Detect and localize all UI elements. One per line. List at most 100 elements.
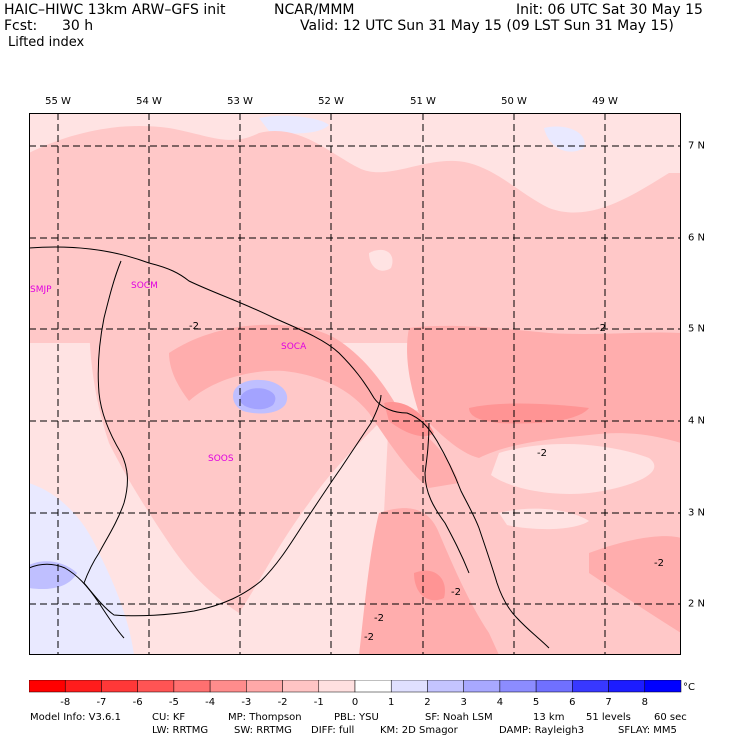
colorbar-swatch <box>318 680 356 693</box>
footer-diff: DIFF: full <box>311 725 355 736</box>
contour-label-center-east: -2 <box>537 448 547 459</box>
contour-label-lower-center: -2 <box>451 587 461 598</box>
contour-label-se: -2 <box>654 558 664 569</box>
colorbar-unit: °C <box>683 682 695 693</box>
colorbar-tick-label: 4 <box>497 697 503 708</box>
footer-resolution: 13 km <box>533 712 565 723</box>
footer-sw: SW: RRTMG <box>234 725 292 736</box>
footer-sflay: SFLAY: MM5 <box>618 725 677 736</box>
field-pale-blue-west <box>29 483 134 655</box>
field-pale-pink-north-pocket <box>369 249 393 271</box>
lat-label-2n: 2 N <box>688 598 706 610</box>
colorbar-swatch <box>173 680 211 693</box>
colorbar-tick-label: -6 <box>133 697 143 708</box>
colorbar-swatch <box>101 680 138 693</box>
lon-label-49w: 49 W <box>592 96 618 107</box>
lat-label-4n: 4 N <box>688 415 706 427</box>
french-guiana-brazil-border <box>370 394 382 424</box>
contour-label-ne: -2 <box>596 323 606 334</box>
colorbar-swatch <box>644 680 682 693</box>
field-light-pink-north <box>29 125 681 343</box>
field-pink-strong-coast <box>384 402 434 437</box>
init-time: Init: 06 UTC Sat 30 May 15 <box>516 2 703 18</box>
colorbar-swatch <box>209 680 247 693</box>
footer-lw: LW: RRTMG <box>152 725 209 736</box>
valid-time: Valid: 12 UTC Sun 31 May 15 (09 LST Sun … <box>300 18 674 34</box>
field-pink-strong-south <box>414 570 445 601</box>
colorbar-tick-label: 3 <box>460 697 466 708</box>
colorbar-swatch <box>64 680 102 693</box>
colorbar-swatch <box>572 680 609 693</box>
colorbar-tick-label: 8 <box>642 697 648 708</box>
colorbar-tick-label: 2 <box>424 697 430 708</box>
colorbar-swatch <box>137 680 175 693</box>
contour-label-west: -2 <box>189 321 199 332</box>
colorbar-tick-label: -5 <box>169 697 179 708</box>
field-medium-blue-core <box>240 388 276 410</box>
contour-label-south-2: -2 <box>364 632 374 643</box>
colorbar-tick-label: 5 <box>533 697 539 708</box>
footer-km: KM: 2D Smagor <box>380 725 458 736</box>
lon-label-53w: 53 W <box>227 96 253 107</box>
colorbar-swatch <box>535 680 573 693</box>
footer-cu: CU: KF <box>152 712 186 723</box>
colorbar-swatch <box>29 680 66 693</box>
colorbar-tick-label: 7 <box>605 697 611 708</box>
lat-label-7n: 7 N <box>688 140 706 152</box>
colorbar-tick-label: 0 <box>352 697 358 708</box>
station-label-soos: SOOS <box>208 454 234 464</box>
footer-levels: 51 levels <box>586 712 631 723</box>
western-border <box>29 563 125 639</box>
colorbar-tick-label: -8 <box>60 697 70 708</box>
field-pale-pink-se-pocket <box>499 508 589 530</box>
amapa-inner-border <box>424 422 470 574</box>
coastline <box>29 246 550 649</box>
map-frame <box>29 113 681 655</box>
institution-label: NCAR/MMM <box>274 2 355 18</box>
lat-label-6n: 6 N <box>688 232 706 244</box>
lon-label-55w: 55 W <box>45 96 71 107</box>
footer-damp: DAMP: Rayleigh3 <box>499 725 585 736</box>
footer-model-info: Model Info: V3.6.1 <box>30 712 121 723</box>
graticule <box>29 113 681 655</box>
footer-mp: MP: Thompson <box>228 712 302 723</box>
model-title: HAIC–HIWC 13km ARW–GFS init <box>4 2 226 18</box>
field-name: Lifted index <box>8 35 85 50</box>
lon-label-51w: 51 W <box>410 96 436 107</box>
colorbar-tick-label: 1 <box>388 697 394 708</box>
colorbar-tick-label: -3 <box>241 697 251 708</box>
field-pink-se <box>589 536 681 633</box>
colorbar-swatch <box>608 680 646 693</box>
colorbar-tick-label: -2 <box>278 697 288 708</box>
forecast-hour: 30 h <box>62 18 94 34</box>
colorbar-swatch <box>354 680 392 693</box>
field-pink-strong-east <box>469 403 589 424</box>
station-label-socm: SOCM <box>131 281 158 291</box>
colorbar-swatch <box>427 680 464 693</box>
field-pink-coast <box>169 324 459 488</box>
footer-timestep: 60 sec <box>654 712 687 723</box>
political-borders <box>29 246 550 649</box>
lat-label-5n: 5 N <box>688 323 706 335</box>
field-pale-pink-east-pocket <box>491 443 655 494</box>
contour-label-south: -2 <box>374 613 384 624</box>
colorbar-swatch <box>390 680 428 693</box>
lon-label-50w: 50 W <box>501 96 527 107</box>
colorbar-tick-label: -4 <box>205 697 215 708</box>
colorbar-tick-label: -7 <box>96 697 106 708</box>
field-pale-blue-ne <box>544 126 585 152</box>
colorbar: -8 -7 -6 -5 -4 -3 -2 -1 0 1 2 3 4 5 6 7 8 °C <box>29 680 695 708</box>
footer-pbl: PBL: YSU <box>334 712 379 723</box>
field-pale-blue-north <box>259 115 329 134</box>
colorbar-swatch <box>246 680 283 693</box>
colorbar-swatch <box>282 680 320 693</box>
footer-sf: SF: Noah LSM <box>425 712 493 723</box>
station-label-soca: SOCA <box>281 342 307 352</box>
lon-label-54w: 54 W <box>136 96 162 107</box>
lon-label-52w: 52 W <box>318 96 344 107</box>
colorbar-tick-label: 6 <box>569 697 575 708</box>
lifted-index-map: SMJP SOCM SOCA SOOS -2 -2 -2 -2 -2 -2 -2 <box>29 113 681 655</box>
colorbar-swatch <box>463 680 501 693</box>
forecast-label: Fcst: <box>4 18 38 34</box>
colorbar-tick-label: -1 <box>314 697 324 708</box>
